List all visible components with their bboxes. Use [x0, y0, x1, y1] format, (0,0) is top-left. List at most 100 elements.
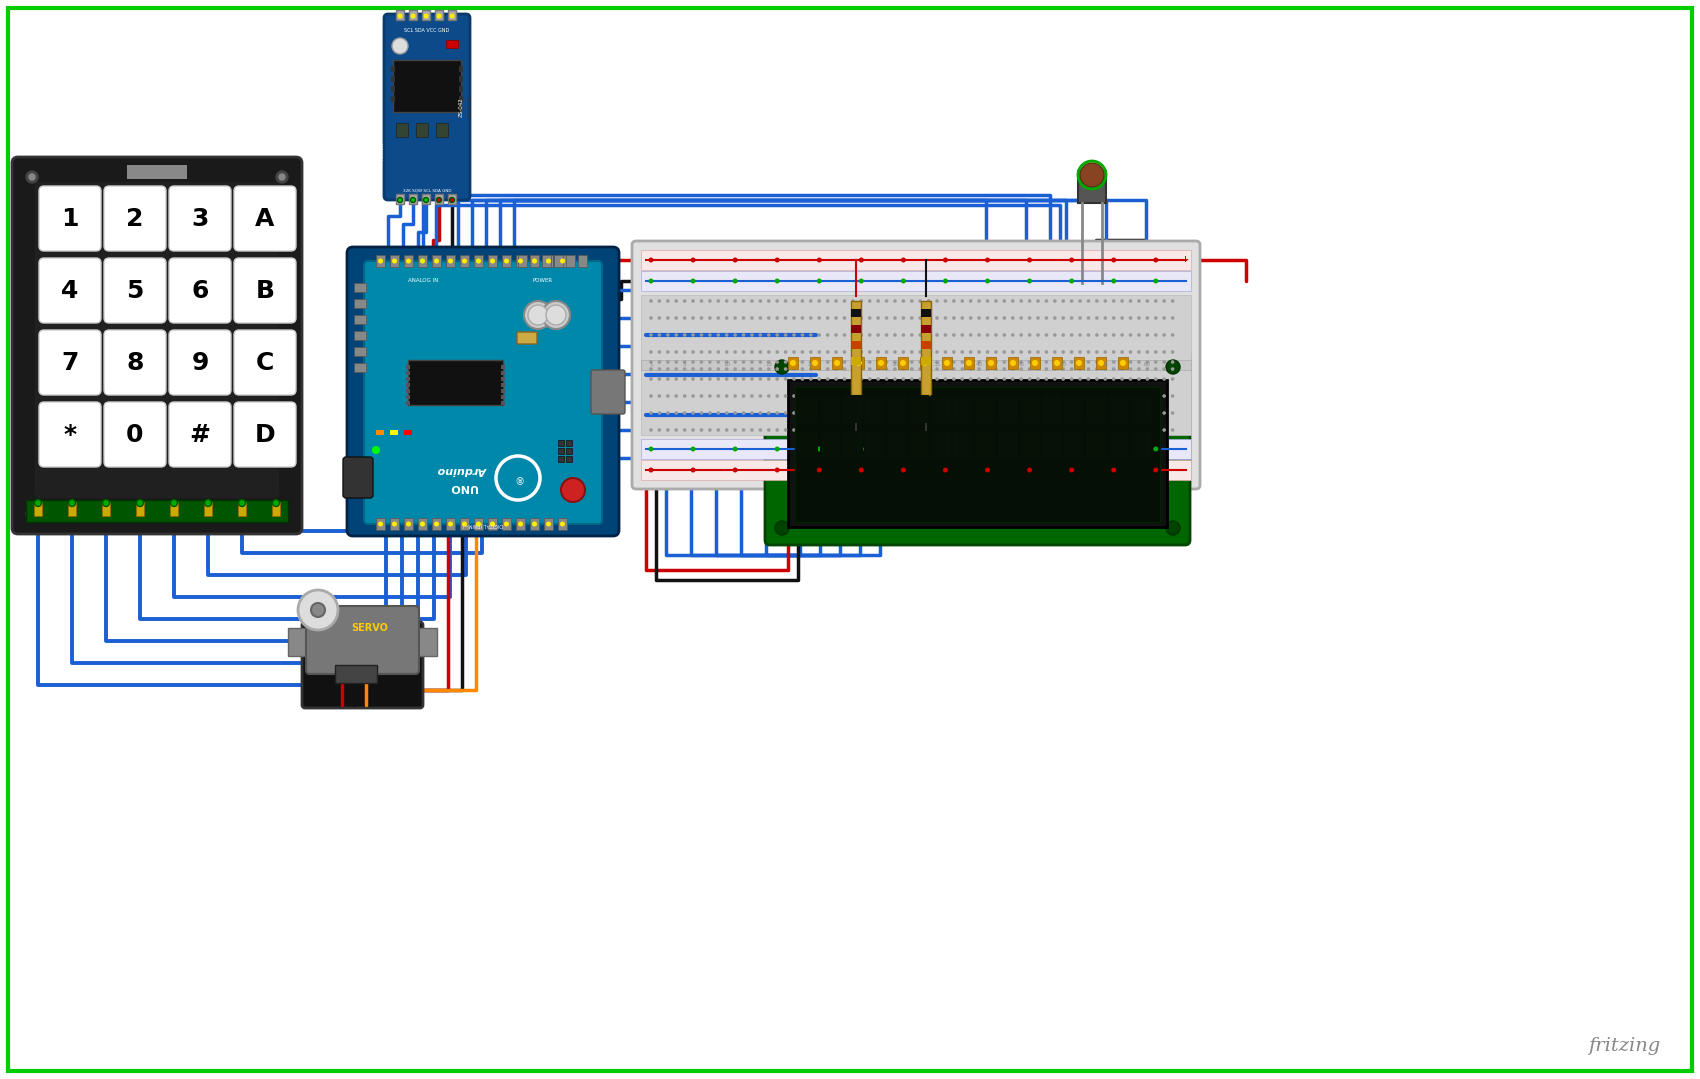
Circle shape: [1052, 299, 1057, 303]
Circle shape: [675, 351, 678, 354]
Circle shape: [876, 299, 881, 303]
Circle shape: [690, 278, 695, 284]
Circle shape: [1037, 316, 1040, 319]
Circle shape: [666, 411, 670, 414]
Circle shape: [1069, 258, 1074, 262]
Circle shape: [876, 378, 881, 381]
Circle shape: [918, 316, 921, 319]
Bar: [1130, 395, 1151, 423]
Bar: [843, 395, 862, 423]
Circle shape: [709, 378, 712, 381]
Bar: [445, 255, 456, 267]
Circle shape: [792, 378, 796, 381]
Circle shape: [1037, 299, 1040, 303]
Circle shape: [801, 299, 804, 303]
Bar: [921, 341, 932, 349]
Circle shape: [1112, 258, 1117, 262]
Circle shape: [884, 333, 889, 337]
Circle shape: [1154, 316, 1158, 319]
Circle shape: [826, 411, 830, 414]
Circle shape: [758, 351, 762, 354]
Circle shape: [944, 467, 949, 473]
Circle shape: [490, 521, 495, 527]
Text: UNO: UNO: [449, 482, 476, 492]
Circle shape: [675, 360, 678, 364]
Circle shape: [398, 197, 403, 203]
Text: 50: 50: [1059, 363, 1066, 368]
Circle shape: [910, 351, 913, 354]
Bar: [852, 301, 860, 395]
Circle shape: [1069, 333, 1073, 337]
Circle shape: [1095, 299, 1098, 303]
Circle shape: [1044, 333, 1049, 337]
Circle shape: [1044, 378, 1049, 381]
Circle shape: [1103, 316, 1107, 319]
Circle shape: [692, 351, 695, 354]
Circle shape: [1003, 428, 1006, 432]
Circle shape: [1020, 411, 1023, 414]
Bar: [819, 395, 840, 423]
Circle shape: [675, 394, 678, 398]
Circle shape: [892, 351, 898, 354]
Circle shape: [784, 316, 787, 319]
Circle shape: [935, 378, 938, 381]
Circle shape: [658, 394, 661, 398]
Circle shape: [1112, 378, 1115, 381]
Circle shape: [944, 360, 950, 366]
Circle shape: [649, 367, 653, 371]
Circle shape: [1052, 378, 1057, 381]
Circle shape: [437, 197, 442, 203]
Circle shape: [658, 411, 661, 414]
FancyBboxPatch shape: [104, 402, 167, 467]
Circle shape: [1027, 258, 1032, 262]
Circle shape: [1095, 367, 1098, 371]
Circle shape: [1061, 378, 1064, 381]
Bar: [1008, 357, 1018, 369]
Circle shape: [393, 38, 408, 54]
Circle shape: [716, 428, 721, 432]
FancyBboxPatch shape: [39, 330, 100, 395]
Circle shape: [1137, 333, 1141, 337]
Bar: [405, 518, 413, 530]
Bar: [435, 123, 449, 137]
Circle shape: [649, 333, 653, 337]
Circle shape: [901, 367, 904, 371]
Circle shape: [377, 521, 382, 527]
Bar: [393, 60, 461, 112]
Circle shape: [869, 428, 872, 432]
Circle shape: [784, 299, 787, 303]
Circle shape: [1153, 278, 1158, 284]
Bar: [406, 390, 410, 393]
Bar: [376, 431, 384, 435]
Circle shape: [1052, 367, 1057, 371]
Circle shape: [1112, 360, 1115, 364]
Circle shape: [649, 360, 653, 364]
Bar: [554, 255, 563, 267]
Circle shape: [649, 411, 653, 414]
Circle shape: [758, 411, 762, 414]
Bar: [942, 357, 952, 369]
Circle shape: [1028, 411, 1032, 414]
Bar: [517, 518, 525, 530]
Circle shape: [1137, 428, 1141, 432]
Circle shape: [741, 428, 745, 432]
Circle shape: [944, 360, 947, 364]
Bar: [566, 440, 571, 446]
Circle shape: [709, 428, 712, 432]
Circle shape: [927, 351, 930, 354]
Circle shape: [775, 278, 780, 284]
Circle shape: [1020, 333, 1023, 337]
Bar: [461, 518, 469, 530]
Circle shape: [423, 14, 428, 18]
Circle shape: [969, 428, 972, 432]
Circle shape: [1163, 428, 1166, 432]
Circle shape: [767, 351, 770, 354]
Circle shape: [1137, 351, 1141, 354]
Circle shape: [960, 428, 964, 432]
Circle shape: [1086, 378, 1090, 381]
Circle shape: [884, 428, 889, 432]
Circle shape: [767, 367, 770, 371]
Bar: [502, 390, 505, 393]
Bar: [1042, 431, 1062, 459]
Circle shape: [724, 351, 729, 354]
